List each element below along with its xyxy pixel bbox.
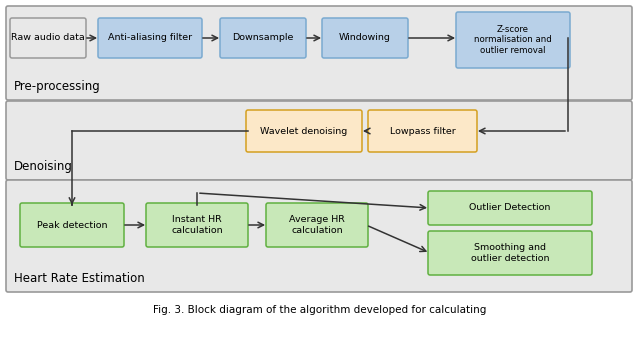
- Text: Windowing: Windowing: [339, 34, 391, 42]
- FancyBboxPatch shape: [266, 203, 368, 247]
- FancyBboxPatch shape: [428, 231, 592, 275]
- Text: Instant HR
calculation: Instant HR calculation: [171, 215, 223, 235]
- Text: Denoising: Denoising: [14, 160, 73, 173]
- Text: Heart Rate Estimation: Heart Rate Estimation: [14, 272, 145, 285]
- Text: Anti-aliasing filter: Anti-aliasing filter: [108, 34, 192, 42]
- FancyBboxPatch shape: [428, 191, 592, 225]
- Text: Z-score
normalisation and
outlier removal: Z-score normalisation and outlier remova…: [474, 25, 552, 55]
- FancyBboxPatch shape: [368, 110, 477, 152]
- FancyBboxPatch shape: [6, 6, 632, 100]
- FancyBboxPatch shape: [20, 203, 124, 247]
- Text: Lowpass filter: Lowpass filter: [390, 126, 456, 136]
- FancyBboxPatch shape: [6, 180, 632, 292]
- FancyBboxPatch shape: [220, 18, 306, 58]
- Text: Downsample: Downsample: [232, 34, 294, 42]
- FancyBboxPatch shape: [6, 101, 632, 180]
- Text: Wavelet denoising: Wavelet denoising: [260, 126, 348, 136]
- Text: Fig. 3. Block diagram of the algorithm developed for calculating: Fig. 3. Block diagram of the algorithm d…: [154, 305, 486, 315]
- Text: Pre-processing: Pre-processing: [14, 80, 100, 93]
- FancyBboxPatch shape: [10, 18, 86, 58]
- FancyBboxPatch shape: [98, 18, 202, 58]
- FancyBboxPatch shape: [456, 12, 570, 68]
- FancyBboxPatch shape: [246, 110, 362, 152]
- Text: Peak detection: Peak detection: [36, 221, 108, 230]
- Text: Outlier Detection: Outlier Detection: [469, 204, 550, 212]
- Text: Average HR
calculation: Average HR calculation: [289, 215, 345, 235]
- FancyBboxPatch shape: [322, 18, 408, 58]
- Text: Smoothing and
outlier detection: Smoothing and outlier detection: [471, 243, 549, 263]
- Text: Raw audio data: Raw audio data: [11, 34, 85, 42]
- FancyBboxPatch shape: [146, 203, 248, 247]
